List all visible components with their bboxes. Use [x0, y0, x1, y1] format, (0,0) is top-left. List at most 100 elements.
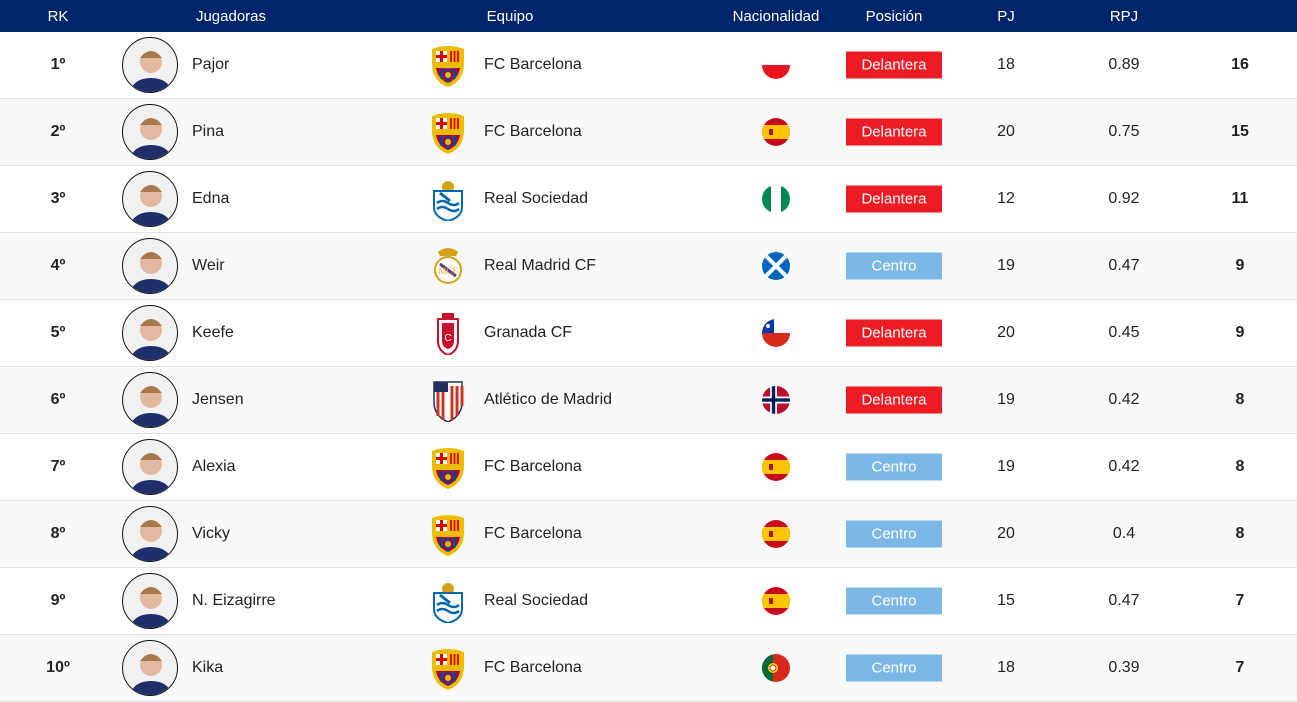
table-row[interactable]: 8º Vicky FC Barcelona Centro 20 0.4 8 [0, 501, 1297, 568]
goals: 16 [1231, 56, 1249, 73]
header-nationality[interactable]: Nacionalidad [732, 8, 820, 25]
player-name[interactable]: Pajor [192, 56, 230, 73]
player-name[interactable]: Kika [192, 659, 224, 676]
player-avatar[interactable] [122, 104, 178, 160]
table-row[interactable]: 4º Weir MCF Real Madrid CF Centro 19 0.4… [0, 233, 1297, 300]
matches-played: 20 [997, 525, 1015, 542]
matches-played: 20 [997, 123, 1015, 140]
ranking-table: 1º Pajor FC Barcelona Delantera 18 0.89 … [0, 32, 1297, 702]
table-row[interactable]: 3º Edna Real Sociedad Delantera 12 0.92 … [0, 166, 1297, 233]
team-name[interactable]: FC Barcelona [484, 458, 582, 475]
team-name[interactable]: Atlético de Madrid [484, 391, 613, 408]
matches-played: 19 [997, 391, 1015, 408]
goals: 9 [1235, 257, 1245, 274]
team-name[interactable]: Real Sociedad [484, 592, 589, 609]
goals: 8 [1235, 525, 1245, 542]
ratio-per-match: 0.45 [1108, 324, 1140, 341]
matches-played: 19 [997, 458, 1015, 475]
spain-flag-icon [762, 118, 790, 146]
header-pj[interactable]: PJ [997, 8, 1015, 25]
header-rk[interactable]: RK [47, 8, 69, 25]
player-name[interactable]: Weir [192, 257, 225, 274]
header-players[interactable]: Jugadoras [195, 8, 267, 25]
matches-played: 19 [997, 257, 1015, 274]
table-row[interactable]: 7º Alexia FC Barcelona Centro 19 0.42 8 [0, 434, 1297, 501]
player-name[interactable]: Vicky [192, 525, 230, 542]
realsociedad-crest-icon [428, 177, 468, 223]
team-name[interactable]: FC Barcelona [484, 123, 582, 140]
header-position[interactable]: Posición [865, 8, 923, 25]
realmadrid-crest-icon: MCF [428, 244, 468, 288]
portugal-flag-icon [762, 654, 790, 682]
table-row[interactable]: 2º Pina FC Barcelona Delantera 20 0.75 1… [0, 99, 1297, 166]
rank: 8º [50, 525, 66, 542]
player-avatar[interactable] [122, 372, 178, 428]
matches-played: 12 [997, 190, 1015, 207]
position-badge: Centro [846, 520, 942, 548]
rank: 10º [46, 659, 70, 676]
ratio-per-match: 0.47 [1108, 257, 1140, 274]
table-row[interactable]: 1º Pajor FC Barcelona Delantera 18 0.89 … [0, 32, 1297, 99]
position-badge: Centro [846, 252, 942, 280]
team-name[interactable]: Real Madrid CF [484, 257, 597, 274]
svg-text:MCF: MCF [438, 266, 457, 276]
goals: 15 [1231, 123, 1249, 140]
rank: 1º [50, 56, 66, 73]
spain-flag-icon [762, 587, 790, 615]
norway-flag-icon [762, 386, 790, 414]
player-name[interactable]: Alexia [192, 458, 236, 475]
player-avatar[interactable] [122, 171, 178, 227]
position-badge: Centro [846, 453, 942, 481]
barcelona-crest-icon [428, 445, 468, 489]
player-name[interactable]: N. Eizagirre [192, 592, 276, 609]
goals: 11 [1231, 190, 1249, 207]
table-row[interactable]: 10º Kika FC Barcelona Centro 18 0.39 7 [0, 635, 1297, 702]
header-team[interactable]: Equipo [486, 8, 534, 25]
header-rpj[interactable]: RPJ [1109, 8, 1139, 25]
player-avatar[interactable] [122, 640, 178, 696]
table-row[interactable]: 9º N. Eizagirre Real Sociedad Centro 15 … [0, 568, 1297, 635]
scotland-flag-icon [762, 252, 790, 280]
goals: 8 [1235, 391, 1245, 408]
position-badge: Delantera [846, 118, 942, 146]
team-name[interactable]: Granada CF [484, 324, 573, 341]
rank: 4º [50, 257, 66, 274]
team-name[interactable]: FC Barcelona [484, 56, 582, 73]
goals: 8 [1235, 458, 1245, 475]
player-name[interactable]: Edna [192, 190, 230, 207]
team-name[interactable]: FC Barcelona [484, 525, 582, 542]
goals: 9 [1235, 324, 1245, 341]
player-name[interactable]: Keefe [192, 324, 234, 341]
rank: 7º [50, 458, 66, 475]
realsociedad-crest-icon [428, 579, 468, 625]
rank: 6º [50, 391, 66, 408]
ratio-per-match: 0.42 [1108, 458, 1140, 475]
ratio-per-match: 0.42 [1108, 391, 1140, 408]
position-badge: Centro [846, 654, 942, 682]
player-name[interactable]: Jensen [192, 391, 244, 408]
matches-played: 18 [997, 56, 1015, 73]
player-avatar[interactable] [122, 37, 178, 93]
team-name[interactable]: FC Barcelona [484, 659, 582, 676]
player-avatar[interactable] [122, 573, 178, 629]
spain-flag-icon [762, 453, 790, 481]
player-avatar[interactable] [122, 238, 178, 294]
matches-played: 15 [997, 592, 1015, 609]
atletico-crest-icon [428, 378, 468, 423]
table-header: RK Jugadoras Equipo Nacionalidad Posició… [0, 0, 1297, 32]
nigeria-flag-icon [762, 185, 790, 213]
player-name[interactable]: Pina [192, 123, 225, 140]
ratio-per-match: 0.75 [1108, 123, 1140, 140]
player-avatar[interactable] [122, 506, 178, 562]
player-avatar[interactable] [122, 305, 178, 361]
table-row[interactable]: 5º Keefe C Granada CF Delantera 20 0.45 … [0, 300, 1297, 367]
player-avatar[interactable] [122, 439, 178, 495]
rank: 3º [50, 190, 66, 207]
team-name[interactable]: Real Sociedad [484, 190, 589, 207]
table-row[interactable]: 6º Jensen Atlético de Madrid Delantera 1… [0, 367, 1297, 434]
ratio-per-match: 0.4 [1112, 525, 1136, 542]
spain-flag-icon [762, 520, 790, 548]
rank: 9º [50, 592, 66, 609]
rank: 5º [50, 324, 66, 341]
barcelona-crest-icon [428, 43, 468, 87]
